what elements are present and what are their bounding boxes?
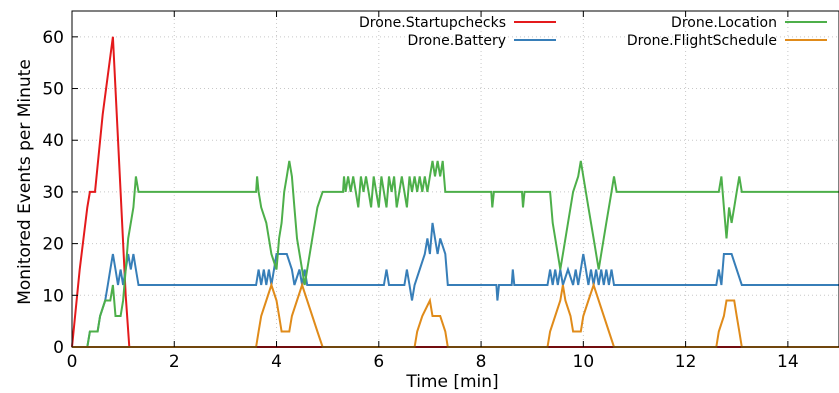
y-tick-label: 30 <box>42 183 64 203</box>
x-tick-label: 10 <box>573 352 595 372</box>
x-tick-label: 14 <box>777 352 799 372</box>
y-tick-label: 50 <box>42 80 64 100</box>
x-tick-label: 12 <box>675 352 697 372</box>
axis-ticks: 0 2 4 6 8 10 12 14 0 10 20 30 40 50 60 <box>42 11 799 372</box>
x-tick-label: 4 <box>271 352 282 372</box>
series-line-drone-startupchecks <box>71 36 839 348</box>
legend-label-drone-battery: Drone.Battery <box>407 33 506 49</box>
legend-label-drone-startupchecks: Drone.Startupchecks <box>359 15 506 31</box>
x-axis-title: Time [min] <box>405 372 498 392</box>
legend: Drone.Startupchecks Drone.Battery Drone.Lo… <box>359 15 827 49</box>
y-axis-title: Monitored Events per Minute <box>15 59 35 305</box>
series-line-drone-location <box>72 160 839 348</box>
series-line-drone-battery <box>72 222 839 348</box>
series-lines <box>71 36 839 348</box>
y-tick-label: 40 <box>42 131 64 151</box>
y-tick-label: 10 <box>42 286 64 306</box>
x-tick-label: 0 <box>67 352 78 372</box>
y-tick-label: 60 <box>42 28 64 48</box>
x-tick-label: 8 <box>476 352 487 372</box>
grid-lines <box>72 11 839 347</box>
legend-label-drone-location: Drone.Location <box>671 15 777 31</box>
y-tick-label: 0 <box>53 338 64 358</box>
x-tick-label: 2 <box>169 352 180 372</box>
legend-label-drone-flightschedule: Drone.FlightSchedule <box>627 33 777 49</box>
y-tick-label: 20 <box>42 235 64 255</box>
plot-frame <box>71 10 839 348</box>
x-tick-label: 6 <box>373 352 384 372</box>
series-line-drone-flightschedule <box>72 281 839 348</box>
